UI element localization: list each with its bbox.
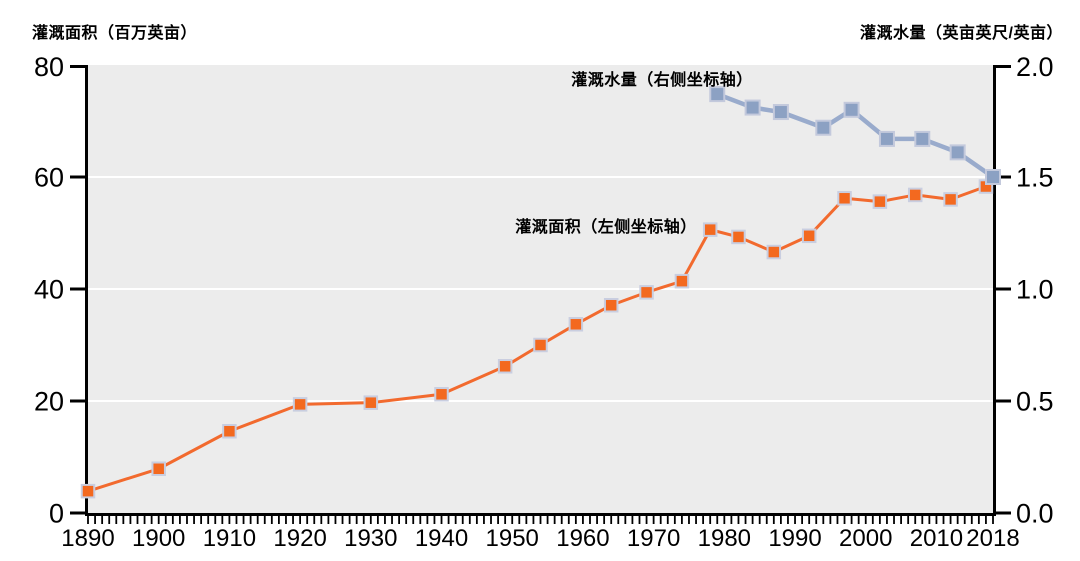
left-axis-tick-label: 60 xyxy=(34,163,64,193)
right-axis-title: 灌溉水量（英亩英尺/英亩） xyxy=(860,25,1063,42)
right-axis-tick-label: 0.5 xyxy=(1016,387,1054,417)
data-point-left xyxy=(80,483,96,499)
data-point-left xyxy=(872,194,888,209)
right-axis-tick-label: 1.5 xyxy=(1016,163,1054,193)
data-point-left xyxy=(674,273,690,289)
data-point-right xyxy=(772,104,789,121)
x-axis-tick-label: 2010 xyxy=(910,525,963,552)
x-axis-tick-label: 2018 xyxy=(966,525,1019,552)
x-axis-tick-label: 2000 xyxy=(839,525,892,552)
x-axis-tick-label: 1930 xyxy=(344,525,397,552)
left-axis-tick-label: 40 xyxy=(34,275,64,305)
data-point-left xyxy=(702,222,718,237)
x-axis-tick-label: 1920 xyxy=(273,525,326,552)
data-point-left xyxy=(943,192,958,207)
data-point-right xyxy=(985,169,1001,185)
area-series-label: 灌溉面积（左侧坐标轴） xyxy=(515,219,697,236)
data-point-left xyxy=(292,397,308,412)
right-axis-tick-label: 0.0 xyxy=(1016,499,1054,529)
left-axis-tick-label: 20 xyxy=(34,387,64,417)
data-point-right xyxy=(744,99,761,116)
x-axis-tick-label: 1910 xyxy=(203,525,256,552)
data-point-right xyxy=(815,119,832,136)
data-point-left xyxy=(639,285,654,300)
data-point-left xyxy=(731,229,746,245)
x-axis-tick-label: 1940 xyxy=(415,525,468,552)
data-point-right xyxy=(878,130,895,147)
data-point-left xyxy=(222,423,237,439)
left-axis-tick-label: 80 xyxy=(34,52,64,82)
data-point-left xyxy=(568,317,584,332)
data-point-right xyxy=(949,144,966,161)
data-point-left xyxy=(151,461,166,477)
data-point-left xyxy=(533,337,548,353)
data-point-left xyxy=(603,297,619,313)
data-point-left xyxy=(907,187,923,203)
left-axis-tick-label: 0 xyxy=(49,499,64,529)
x-axis-tick-label: 1990 xyxy=(768,525,821,552)
x-axis-tick-label: 1900 xyxy=(132,525,185,552)
x-axis-tick-label: 1980 xyxy=(698,525,751,552)
right-axis-tick-label: 1.0 xyxy=(1016,275,1054,305)
data-point-right xyxy=(914,130,931,147)
data-point-left xyxy=(497,359,513,374)
data-point-left xyxy=(766,244,782,260)
left-axis-title: 灌溉面积（百万英亩） xyxy=(32,25,198,42)
right-axis-tick-label: 2.0 xyxy=(1016,52,1054,82)
data-point-right xyxy=(843,101,860,118)
x-axis-tick-label: 1970 xyxy=(627,525,680,552)
water-series-label: 灌溉水量（右侧坐标轴） xyxy=(571,72,753,89)
x-axis-tick-label: 1950 xyxy=(486,525,539,552)
data-point-left xyxy=(434,387,449,402)
x-axis-tick-label: 1960 xyxy=(556,525,609,552)
data-point-left xyxy=(837,191,852,206)
x-axis-tick-label: 1890 xyxy=(61,525,114,552)
data-point-left xyxy=(363,395,379,410)
data-point-right xyxy=(709,86,726,103)
data-point-left xyxy=(801,228,817,244)
